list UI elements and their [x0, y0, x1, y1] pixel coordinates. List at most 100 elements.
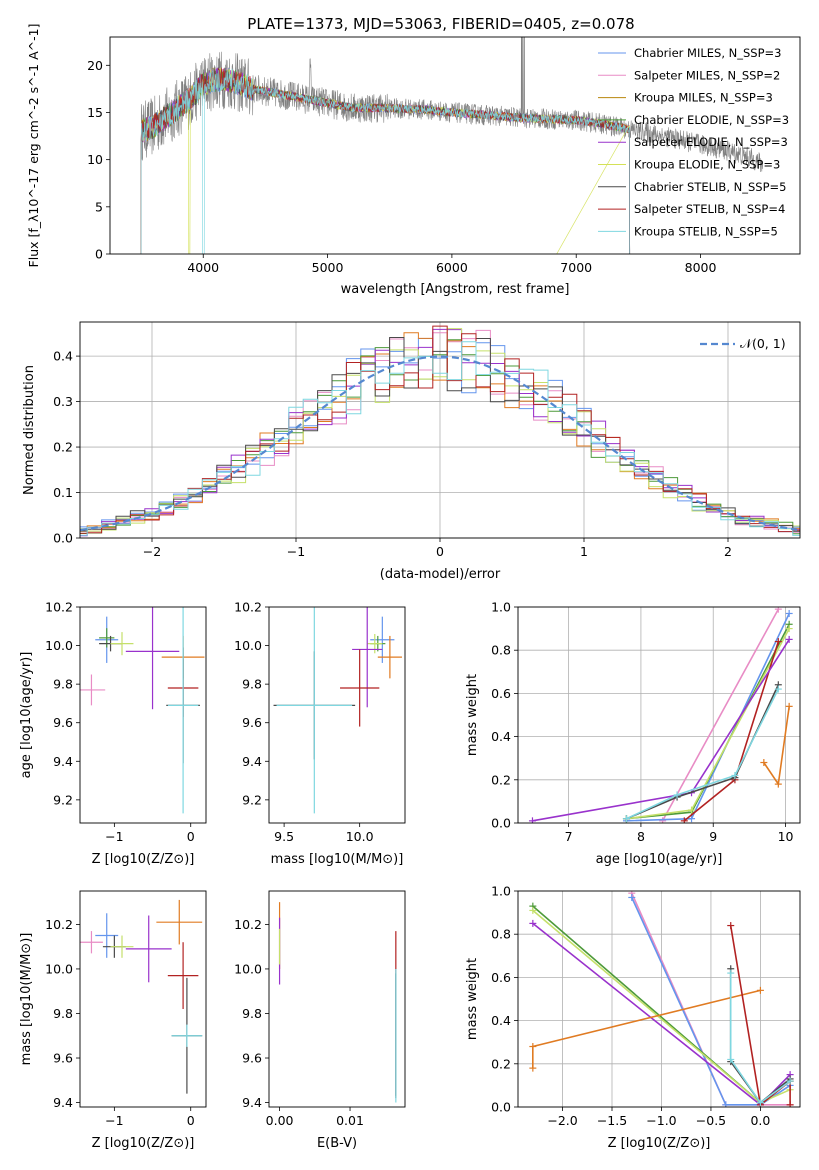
- errorbar-point: [80, 931, 103, 954]
- age_vs_Z-panel: −1 0 9.2 9.4 9.6 9.8 10.0 10.2 Z [log10(Z/Z⊙)] ag…: [19, 600, 207, 867]
- x-tick-label: 10.0: [346, 829, 374, 844]
- x-tick-label: 0: [187, 1113, 195, 1128]
- y-axis-label: mass [log10(M/M⊙)]: [19, 933, 34, 1066]
- y-tick-label: 0.4: [491, 729, 511, 744]
- y-tick-label: 9.4: [53, 1095, 73, 1110]
- mass_vs_ebv-plot-area: [278, 902, 397, 1103]
- x-tick-label: 2: [724, 544, 732, 559]
- plus-marker: [727, 922, 735, 930]
- y-tick-label: 0.1: [53, 485, 73, 500]
- axes-frame: [268, 606, 406, 824]
- spectrum-panel: 4000 5000 6000 7000 8000 0 5 10 15 20 wavelength […: [26, 24, 801, 297]
- x-tick-label: 10: [778, 829, 794, 844]
- y-tick-label: 15: [87, 105, 103, 120]
- x-tick-label: −2.0: [547, 1113, 577, 1128]
- model-spectrum-line: [140, 67, 631, 254]
- plus-marker: [756, 986, 764, 994]
- age_vs_Z-plot-area: [80, 607, 205, 814]
- y-tick-label: 5: [95, 199, 103, 214]
- y-tick-label: 0: [95, 247, 103, 262]
- y-tick-label: 9.6: [242, 715, 262, 730]
- errorbar-point: [367, 634, 383, 654]
- plus-marker: [774, 685, 782, 693]
- errorbar-point: [80, 674, 106, 706]
- y-tick-label: 9.4: [242, 754, 262, 769]
- plus-marker: [774, 607, 782, 613]
- y-tick-label: 10: [87, 152, 103, 167]
- y-tick-label: 20: [87, 58, 103, 73]
- x-axis-label: Z [log10(Z/Z⊙)]: [92, 852, 195, 867]
- axes-frame: [517, 606, 801, 824]
- age_vs_mass-plot-area: [273, 607, 402, 814]
- mass_vs_Z-plot-area: [80, 899, 203, 1094]
- plus-marker: [529, 919, 537, 927]
- y-tick-label: 1.0: [491, 600, 511, 615]
- x-axis-label: Z [log10(Z/Z⊙)]: [608, 1136, 711, 1151]
- plus-marker: [628, 893, 636, 901]
- x-tick-label: 7: [565, 829, 573, 844]
- x-axis-label: mass [log10(M/M⊙)]: [271, 852, 404, 867]
- x-tick-label: 0.00: [266, 1113, 294, 1128]
- plus-marker: [785, 625, 793, 633]
- y-axis-label: mass weight: [465, 674, 480, 756]
- y-tick-label: 10.0: [234, 638, 262, 653]
- plus-marker: [727, 1055, 735, 1063]
- y-tick-label: 0.8: [491, 927, 511, 942]
- errorbar-point: [276, 607, 353, 814]
- plus-marker: [673, 791, 681, 799]
- y-tick-label: 0.0: [491, 1100, 511, 1115]
- x-tick-label: 1: [580, 544, 588, 559]
- errorbar-point: [110, 935, 134, 958]
- errorbar-point: [156, 899, 203, 945]
- x-tick-label: −0.5: [696, 1113, 726, 1128]
- x-tick-label: 9: [709, 829, 717, 844]
- y-tick-label: 0.4: [53, 349, 73, 364]
- legend-label: 𝒩(0, 1): [740, 336, 786, 351]
- spectrum-plot-area: [140, 37, 763, 254]
- x-tick-label: 7000: [560, 260, 592, 275]
- plus-marker: [659, 817, 667, 823]
- x-tick-label: 5000: [312, 260, 344, 275]
- y-tick-label: 0.0: [491, 816, 511, 831]
- plus-marker: [722, 1101, 730, 1107]
- y-tick-label: 9.6: [53, 1051, 73, 1066]
- x-tick-label: 6000: [436, 260, 468, 275]
- y-tick-label: 9.8: [242, 1006, 262, 1021]
- errorbar-point: [125, 915, 172, 983]
- plus-marker: [528, 817, 536, 823]
- x-tick-label: 8000: [685, 260, 717, 275]
- errorbar-point: [110, 632, 134, 656]
- massweight_vs_age-plot-area: [528, 607, 793, 823]
- x-tick-label: 0: [436, 544, 444, 559]
- residuals-panel: −2 −1 0 1 2 0.0 0.1 0.2 0.3 0.4 (data-model)/error…: [22, 321, 801, 582]
- plus-marker: [785, 702, 793, 710]
- plus-marker: [774, 638, 782, 646]
- y-tick-label: 9.8: [242, 677, 262, 692]
- mass-weight-line: [626, 688, 780, 820]
- massweight_vs_Z-plot-area: [529, 891, 794, 1107]
- plus-marker: [760, 759, 768, 767]
- y-tick-label: 10.0: [45, 638, 73, 653]
- x-tick-label: −1: [105, 1113, 123, 1128]
- legend-label: Chabrier STELIB, N_SSP=5: [634, 180, 786, 194]
- plus-marker: [756, 1099, 764, 1107]
- errorbar-point: [340, 649, 380, 727]
- x-tick-label: −2: [143, 544, 161, 559]
- x-axis-label: Z [log10(Z/Z⊙)]: [92, 1136, 195, 1151]
- mass-weight-line: [631, 897, 791, 1106]
- mass_vs_Z-panel: −1 0 9.4 9.6 9.8 10.0 10.2 Z [log10(Z/Z⊙)] mass …: [19, 890, 207, 1151]
- axes-frame: [79, 890, 207, 1108]
- model-spectrum-line: [140, 68, 631, 254]
- mass-weight-line: [729, 973, 791, 1104]
- y-tick-label: 9.2: [242, 792, 262, 807]
- legend-label: Chabrier MILES, N_SSP=3: [634, 46, 781, 60]
- plus-marker: [786, 1077, 794, 1085]
- axes-frame: [268, 890, 406, 1108]
- x-tick-label: −1: [287, 544, 305, 559]
- y-tick-label: 10.2: [45, 600, 73, 615]
- y-tick-label: 9.4: [242, 1095, 262, 1110]
- axes-frame: [109, 36, 801, 255]
- plus-marker: [529, 906, 537, 914]
- y-axis-label: mass weight: [465, 958, 480, 1040]
